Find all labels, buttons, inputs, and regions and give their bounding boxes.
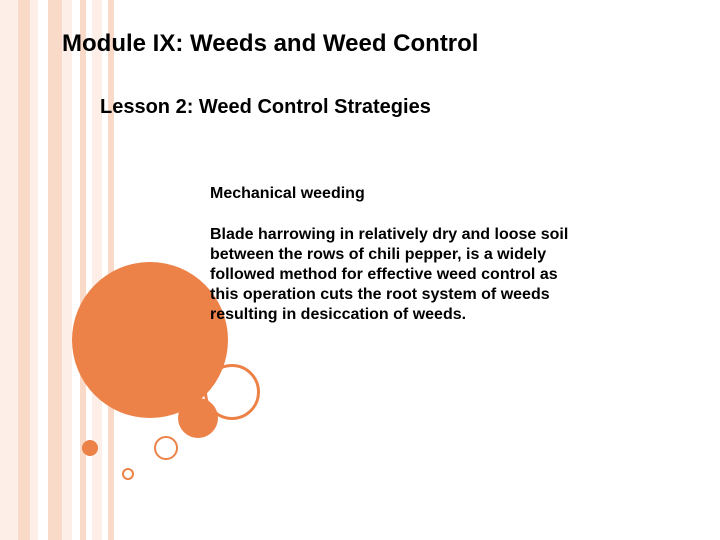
circle-decoration	[122, 468, 134, 480]
body-text: Blade harrowing in relatively dry and lo…	[210, 225, 570, 325]
stripe	[80, 0, 86, 540]
lesson-subtitle: Lesson 2: Weed Control Strategies	[100, 96, 660, 119]
stripe	[92, 0, 102, 540]
circle-decoration	[82, 440, 98, 456]
section-heading: Mechanical weeding	[210, 185, 630, 203]
stripe	[30, 0, 38, 540]
stripe	[0, 0, 18, 540]
module-title: Module IX: Weeds and Weed Control	[62, 30, 682, 58]
circle-decoration	[154, 436, 178, 460]
circle-decoration	[178, 398, 218, 438]
stripe	[48, 0, 62, 540]
stripe	[62, 0, 72, 540]
stripe	[18, 0, 30, 540]
slide: Module IX: Weeds and Weed Control Lesson…	[0, 0, 720, 540]
